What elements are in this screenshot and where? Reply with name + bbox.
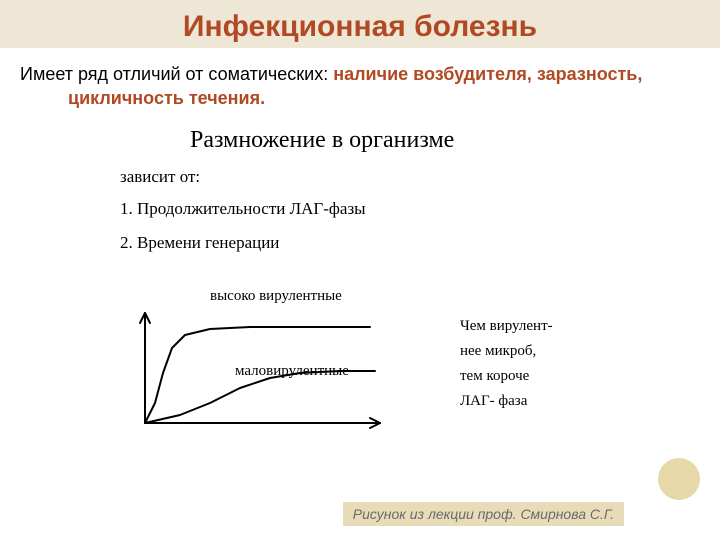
accent-circle bbox=[658, 458, 700, 500]
title-bar: Инфекционная болезнь bbox=[0, 0, 720, 48]
handwritten-figure: Размножение в организме зависит от: 1. П… bbox=[100, 123, 620, 443]
body-lead: Имеет ряд отличий от соматических: bbox=[20, 64, 333, 84]
figure-caption: Рисунок из лекции проф. Смирнова С.Г. bbox=[343, 502, 624, 526]
growth-chart bbox=[100, 123, 620, 443]
page-title: Инфекционная болезнь bbox=[0, 10, 720, 44]
body-paragraph: Имеет ряд отличий от соматических: налич… bbox=[20, 62, 700, 111]
caption-text: Рисунок из лекции проф. Смирнова С.Г. bbox=[353, 506, 614, 522]
